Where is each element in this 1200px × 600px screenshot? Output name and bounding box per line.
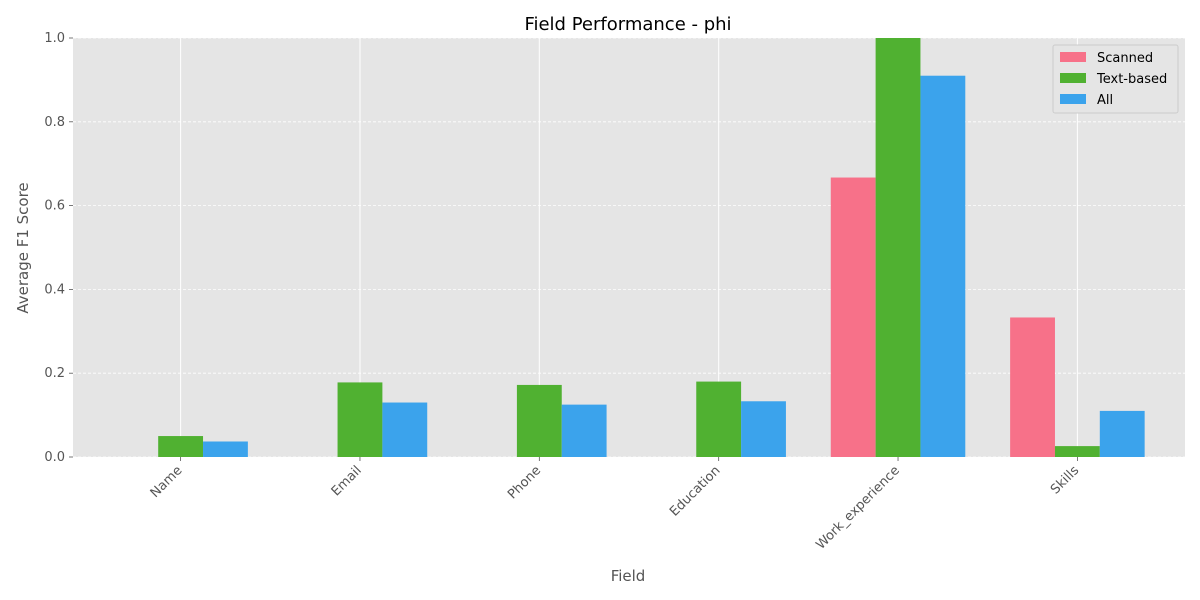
bar-all-email bbox=[382, 402, 428, 457]
legend-label: Scanned bbox=[1097, 51, 1153, 66]
x-tick-label: Education bbox=[667, 463, 723, 519]
y-axis-label: Average F1 Score bbox=[14, 182, 32, 313]
bar-scanned-work-experience bbox=[830, 177, 876, 458]
bar-all-skills bbox=[1099, 410, 1145, 457]
legend-label: All bbox=[1097, 93, 1113, 108]
y-tick-label: 0.0 bbox=[44, 450, 65, 465]
legend-swatch bbox=[1060, 94, 1086, 104]
bar-scanned-skills bbox=[1010, 317, 1055, 457]
x-axis-label: Field bbox=[611, 567, 646, 585]
legend-swatch bbox=[1060, 73, 1086, 83]
bar-text-based-phone bbox=[516, 384, 562, 457]
y-axis-ticks: 0.0 0.2 0.4 0.6 0.8 1.0 bbox=[44, 31, 73, 465]
y-tick-label: 0.4 bbox=[44, 282, 65, 297]
bar-text-based-email bbox=[337, 382, 383, 457]
x-tick-label: Skills bbox=[1048, 463, 1082, 497]
legend-swatch bbox=[1060, 52, 1086, 62]
bar-all-name bbox=[203, 441, 248, 457]
bar-all-work-experience bbox=[920, 75, 966, 458]
bar-text-based-work-experience bbox=[875, 38, 921, 457]
bar-text-based-name bbox=[158, 436, 204, 457]
bar-text-based-education bbox=[696, 381, 742, 457]
y-tick-label: 1.0 bbox=[44, 31, 65, 46]
legend: Scanned Text-based All bbox=[1052, 44, 1179, 114]
x-tick-label: Name bbox=[148, 463, 186, 501]
legend-label: Text-based bbox=[1096, 72, 1167, 87]
bar-all-education bbox=[741, 401, 786, 457]
x-tick-label: Work_experience bbox=[813, 463, 902, 552]
plot-background bbox=[73, 38, 1185, 457]
y-tick-label: 0.2 bbox=[44, 366, 65, 381]
x-tick-label: Phone bbox=[505, 463, 544, 502]
chart-title: Field Performance - phi bbox=[524, 14, 731, 35]
bar-all-phone bbox=[561, 404, 607, 457]
y-tick-label: 0.8 bbox=[44, 115, 65, 130]
x-axis-ticks: Name Email Phone Education Work_experience Sk… bbox=[148, 457, 1082, 553]
bars bbox=[158, 38, 1145, 458]
x-tick-label: Email bbox=[329, 463, 365, 499]
y-tick-label: 0.6 bbox=[44, 199, 65, 214]
bar-text-based-skills bbox=[1054, 446, 1100, 457]
